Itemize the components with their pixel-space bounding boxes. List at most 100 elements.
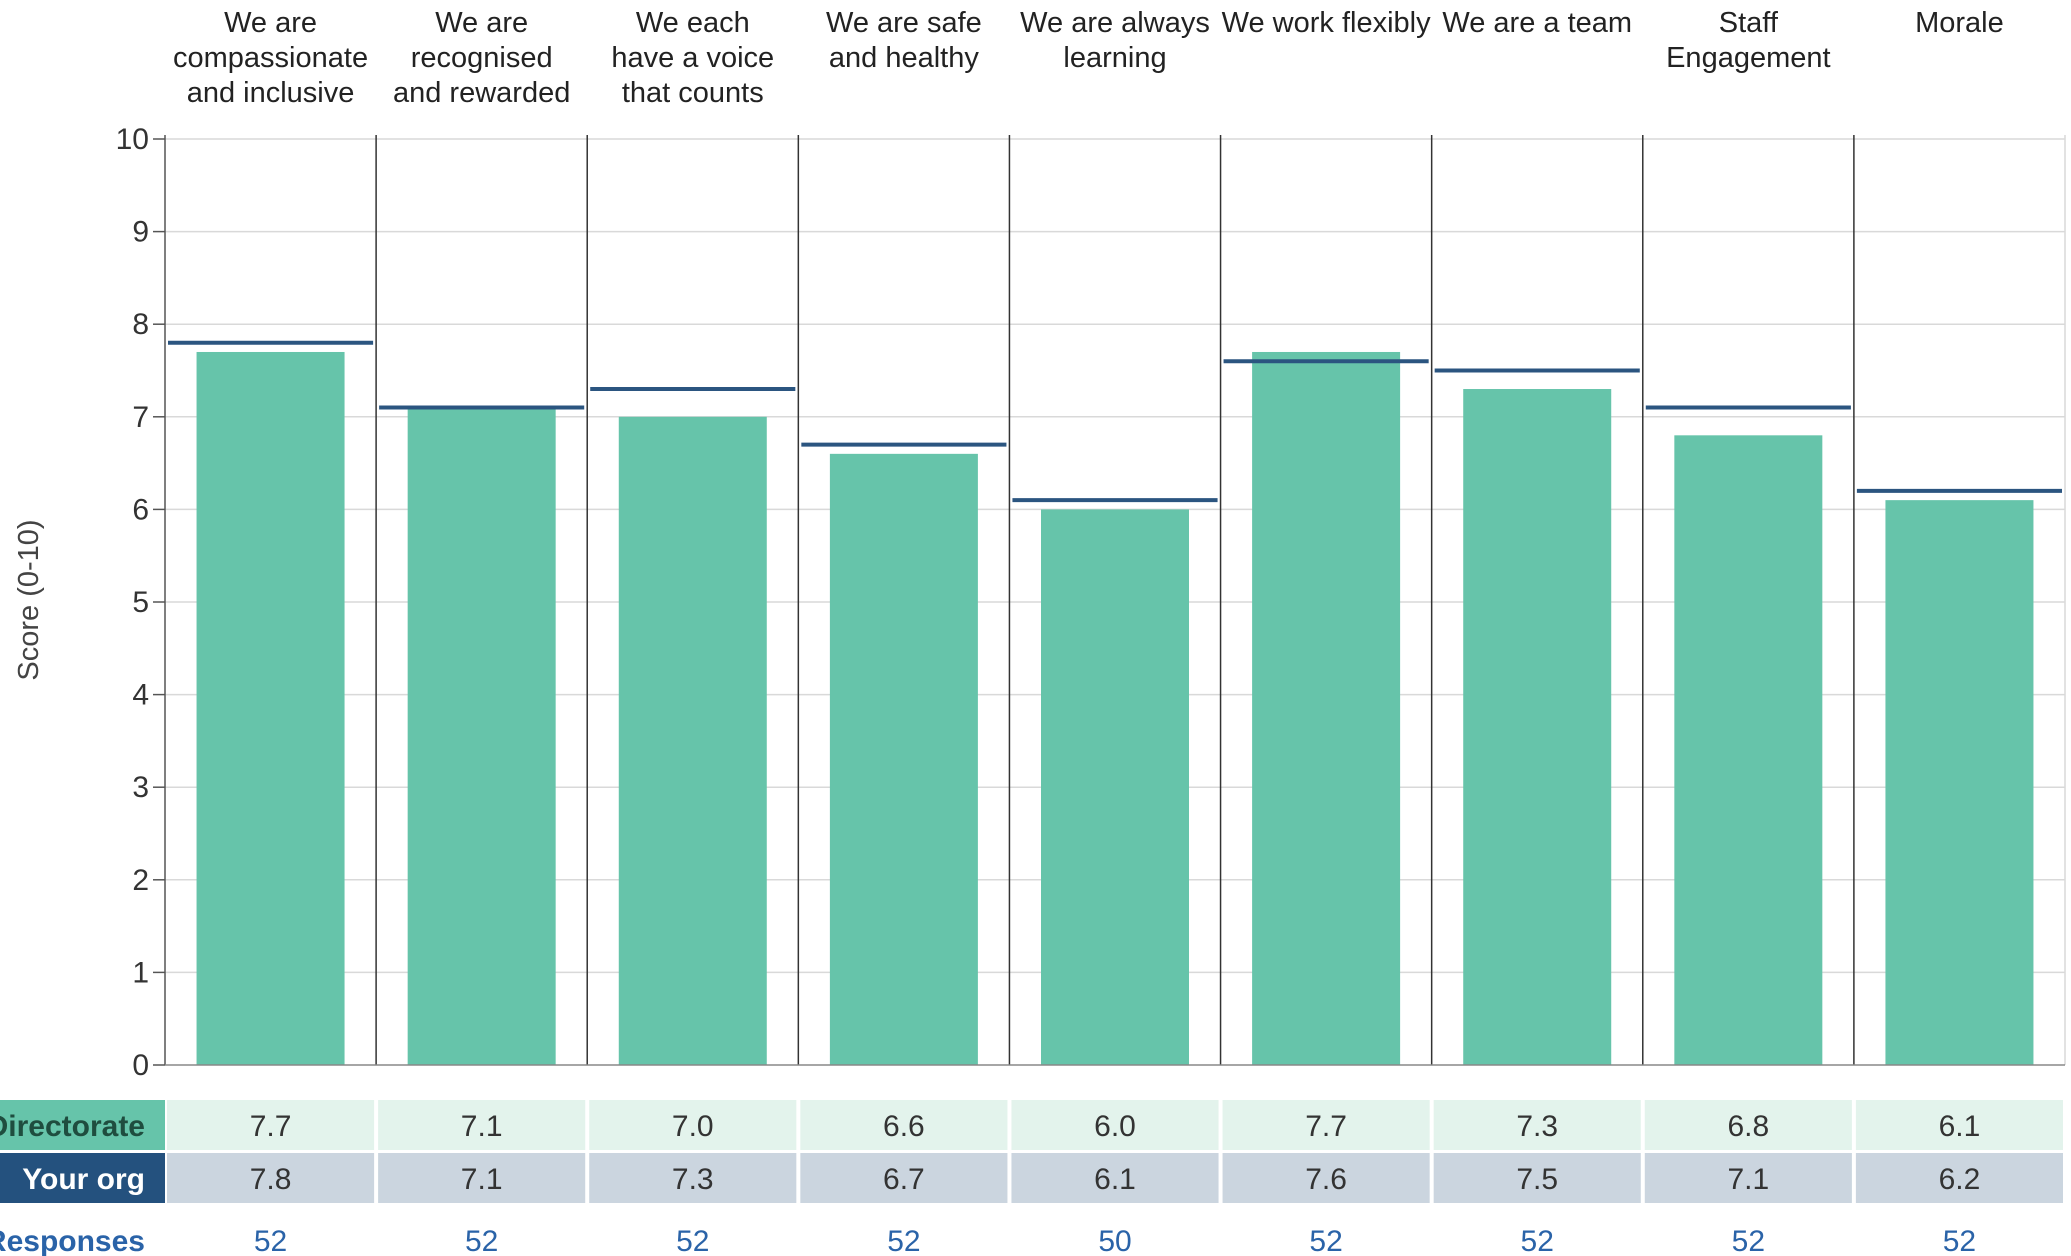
org-value: 7.1 [461,1163,503,1196]
bar [1463,389,1612,1065]
directorate-value: 6.0 [1094,1110,1136,1143]
y-tick-label: 7 [132,401,149,434]
y-tick-label: 1 [132,956,149,989]
y-tick-label: 2 [132,864,149,897]
category-label: Staff Engagement [1666,7,1830,74]
category-label-line: We each [636,7,750,39]
category-label: We work flexibly [1222,7,1431,39]
category-label-line: compassionate [173,42,368,74]
category-separators [375,135,2066,1065]
y-axis: 0 1 2 3 4 5 6 7 8 9 10 [116,123,2065,1082]
category-label: We are compassionate and inclusive [173,7,368,109]
category-label-line: learning [1063,42,1166,74]
responses-value: 52 [887,1225,920,1256]
category-label-line: and healthy [829,42,979,74]
bar [1041,509,1189,1065]
org-row-label: Your org [22,1163,145,1196]
category-label: We are safe and healthy [826,7,982,74]
bar [1885,500,2034,1065]
org-value: 7.6 [1305,1163,1347,1196]
directorate-value: 7.3 [1516,1110,1558,1143]
comparison-markers [168,340,2062,503]
bars [196,351,2034,1066]
y-tick-label: 3 [132,771,149,804]
category-label-line: have a voice [611,42,774,74]
directorate-cell [1433,1100,1641,1150]
category-label: We each have a voice that counts [611,7,774,109]
bar [196,351,345,1066]
y-tick-label: 9 [132,216,149,249]
category-label-line: and inclusive [187,77,355,109]
bar [618,416,767,1065]
org-value: 7.8 [250,1163,292,1196]
category-label-line: We are a team [1442,7,1632,39]
category-label-line: Engagement [1666,42,1830,74]
directorate-value: 6.1 [1939,1110,1981,1143]
directorate-value: 7.1 [461,1110,503,1143]
org-value: 7.3 [672,1163,714,1196]
y-tick-label: 0 [132,1049,149,1082]
org-value: 6.1 [1094,1163,1136,1196]
category-label-line: We are [435,7,528,39]
org-value: 6.7 [883,1163,925,1196]
bar [1674,435,1823,1065]
responses-value: 52 [1943,1225,1976,1256]
bar [1252,351,1401,1066]
responses-value: 52 [254,1225,287,1256]
category-label: We are recognised and rewarded [393,7,570,109]
org-label-cell [0,1153,165,1203]
bar [407,407,556,1065]
org-cell [378,1153,586,1203]
directorate-value: 7.7 [250,1110,292,1143]
org-cell [167,1153,375,1203]
data-table: Directorate 7.7 7.1 7.0 6.6 6.0 7.7 7.3 6.8 6.1 Yo… [0,1100,2063,1256]
directorate-cell [589,1100,797,1150]
org-cell [589,1153,797,1203]
directorate-cell [1222,1100,1430,1150]
responses-row-label: Responses [0,1225,145,1256]
category-label-line: recognised [411,42,553,74]
directorate-value: 6.6 [883,1110,925,1143]
responses-value: 52 [1521,1225,1554,1256]
category-label: Morale [1915,7,2004,39]
responses-value: 52 [465,1225,498,1256]
org-value: 7.1 [1727,1163,1769,1196]
directorate-value: 7.0 [672,1110,714,1143]
directorate-cell [378,1100,586,1150]
y-tick-label: 10 [116,123,149,156]
category-label: We are a team [1442,7,1632,39]
category-label-line: Morale [1915,7,2004,39]
category-label-line: Staff [1719,7,1779,39]
directorate-cell [800,1100,1008,1150]
org-cell [1644,1153,1852,1203]
org-cell [1222,1153,1430,1203]
responses-value: 50 [1098,1225,1131,1256]
category-label-line: that counts [622,77,764,109]
y-tick-label: 5 [132,586,149,619]
org-value: 7.5 [1516,1163,1558,1196]
responses-value: 52 [1732,1225,1765,1256]
category-label-line: We are safe [826,7,982,39]
responses-value: 52 [1309,1225,1342,1256]
y-tick-label: 6 [132,493,149,526]
directorate-value: 6.8 [1727,1110,1769,1143]
responses-value: 52 [676,1225,709,1256]
directorate-cell [1855,1100,2063,1150]
directorate-cell [1644,1100,1852,1150]
category-label-line: and rewarded [393,77,570,109]
directorate-cell [1011,1100,1219,1150]
bar [829,453,978,1066]
category-label: We are always learning [1020,7,1210,74]
y-axis-label: Score (0-10) [13,519,45,680]
category-label-line: We are always [1020,7,1210,39]
directorate-label-cell [0,1100,165,1150]
directorate-value: 7.7 [1305,1110,1347,1143]
org-cell [800,1153,1008,1203]
category-label-line: We work flexibly [1222,7,1431,39]
org-cell [1011,1153,1219,1203]
y-tick-label: 4 [132,679,149,712]
org-cell [1855,1153,2063,1203]
directorate-cell [167,1100,375,1150]
